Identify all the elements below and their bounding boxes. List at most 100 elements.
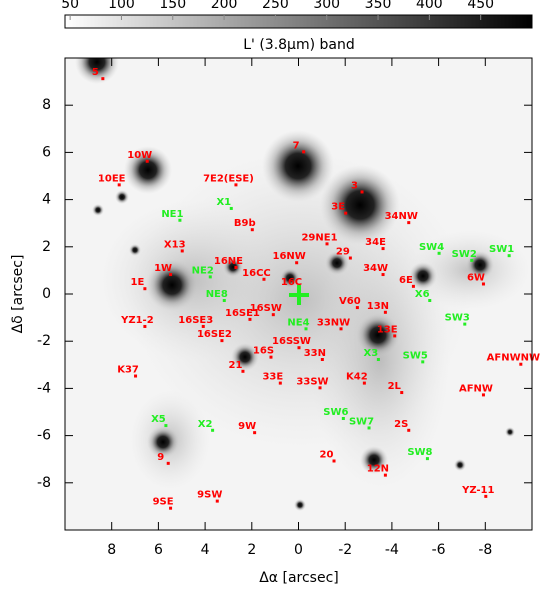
source-label: 12N xyxy=(367,464,389,475)
source-label: SW6 xyxy=(323,407,348,418)
source-label: 7 xyxy=(293,140,300,151)
source-label: V60 xyxy=(339,296,361,307)
source-label: NE1 xyxy=(161,209,183,220)
source-marker xyxy=(360,190,364,194)
source-marker xyxy=(407,428,411,432)
source-label: 3 xyxy=(351,180,358,191)
source-label: 34NW xyxy=(385,211,418,222)
source-label: X2 xyxy=(198,419,213,430)
source-label: 34W xyxy=(363,263,388,274)
chart-title: L' (3.8μm) band xyxy=(243,37,355,53)
source-label: 5 xyxy=(92,67,99,78)
source-marker xyxy=(215,499,219,503)
colorbar-tick-label: 350 xyxy=(365,0,392,12)
source-label: 6E xyxy=(399,275,413,286)
source-label: 16NW xyxy=(272,251,305,262)
colorbar-tick-label: 300 xyxy=(313,0,340,12)
source-label: 16S xyxy=(253,346,274,357)
source-marker xyxy=(180,249,184,253)
source-label: 9SW xyxy=(197,490,222,501)
source-label: SW4 xyxy=(419,242,444,253)
source-marker xyxy=(166,461,170,465)
source-label: 33N xyxy=(304,348,326,359)
source-marker xyxy=(383,310,387,314)
source-marker xyxy=(248,317,252,321)
source-marker xyxy=(400,391,404,395)
source-label: 20 xyxy=(320,449,334,460)
source-marker xyxy=(320,358,324,361)
y-tick-label: -8 xyxy=(37,475,51,491)
x-tick-label: 8 xyxy=(107,542,116,558)
source-marker xyxy=(302,150,306,154)
source-marker xyxy=(325,242,329,246)
source-label: AFNWNW xyxy=(487,353,540,364)
source-marker xyxy=(304,327,308,331)
source-marker xyxy=(250,228,254,232)
colorbar-tick-label: 100 xyxy=(108,0,135,12)
source-label: 10W xyxy=(127,150,152,161)
y-tick-label: -6 xyxy=(37,428,51,444)
x-tick-label: -6 xyxy=(432,542,446,558)
source-marker xyxy=(411,284,415,288)
source-marker xyxy=(143,324,147,328)
y-axis-label: Δδ [arcsec] xyxy=(10,255,26,334)
source-marker xyxy=(143,287,147,291)
colorbar-tick-label: 200 xyxy=(211,0,238,12)
source-marker xyxy=(101,77,105,81)
source-marker xyxy=(211,428,215,432)
source-label: 29 xyxy=(336,247,350,258)
x-tick-label: 0 xyxy=(294,542,303,558)
x-tick-label: 6 xyxy=(154,542,163,558)
source-label: SW8 xyxy=(407,447,432,458)
y-tick-label: -2 xyxy=(37,333,51,349)
source-label: X5 xyxy=(151,414,166,425)
source-label: 9W xyxy=(238,421,256,432)
source-marker xyxy=(229,206,233,210)
source-marker xyxy=(481,282,485,286)
x-tick-label: 4 xyxy=(201,542,210,558)
source-marker xyxy=(341,417,345,420)
y-tick-label: 0 xyxy=(42,286,51,302)
y-tick-label: 8 xyxy=(42,97,51,113)
source-marker xyxy=(519,362,523,366)
source-marker xyxy=(367,426,371,430)
source-marker xyxy=(262,277,266,281)
y-tick-label: 4 xyxy=(42,192,51,208)
source-label: SW5 xyxy=(403,350,428,361)
source-marker xyxy=(425,457,429,461)
source-label: 1E xyxy=(130,277,144,288)
source-marker xyxy=(297,346,301,350)
source-label: 10EE xyxy=(98,173,126,184)
source-label: 9 xyxy=(157,452,164,463)
source-marker xyxy=(145,159,149,163)
colorbar-tick-label: 150 xyxy=(159,0,186,12)
colorbar-tick-label: 450 xyxy=(467,0,494,12)
source-label: 33SW xyxy=(296,376,328,387)
source-marker xyxy=(381,273,385,277)
source-marker xyxy=(437,251,441,255)
source-marker xyxy=(381,247,385,251)
source-marker xyxy=(169,506,173,510)
source-marker xyxy=(348,256,352,260)
source-marker xyxy=(507,254,511,258)
x-tick-label: -2 xyxy=(338,542,352,558)
axes-frame xyxy=(64,57,533,531)
source-marker xyxy=(355,306,359,310)
source-marker xyxy=(278,381,282,385)
source-label: 34E xyxy=(365,237,386,248)
source-label: YZ-11 xyxy=(461,485,494,496)
source-label: NE2 xyxy=(192,265,214,276)
source-marker xyxy=(222,299,226,302)
source-label: 3E xyxy=(331,202,345,213)
source-label: 1W xyxy=(154,263,172,274)
source-label: 16SE1 xyxy=(225,308,260,319)
source-marker xyxy=(421,360,425,364)
source-label: 16SW xyxy=(250,303,282,314)
source-label: 13N xyxy=(367,301,389,312)
source-label: 21 xyxy=(228,360,242,371)
source-label: 16C xyxy=(281,277,302,288)
source-label: X3 xyxy=(364,348,379,359)
source-label: 16SSW xyxy=(272,336,311,347)
source-marker xyxy=(407,221,411,225)
source-label: X6 xyxy=(415,289,430,300)
